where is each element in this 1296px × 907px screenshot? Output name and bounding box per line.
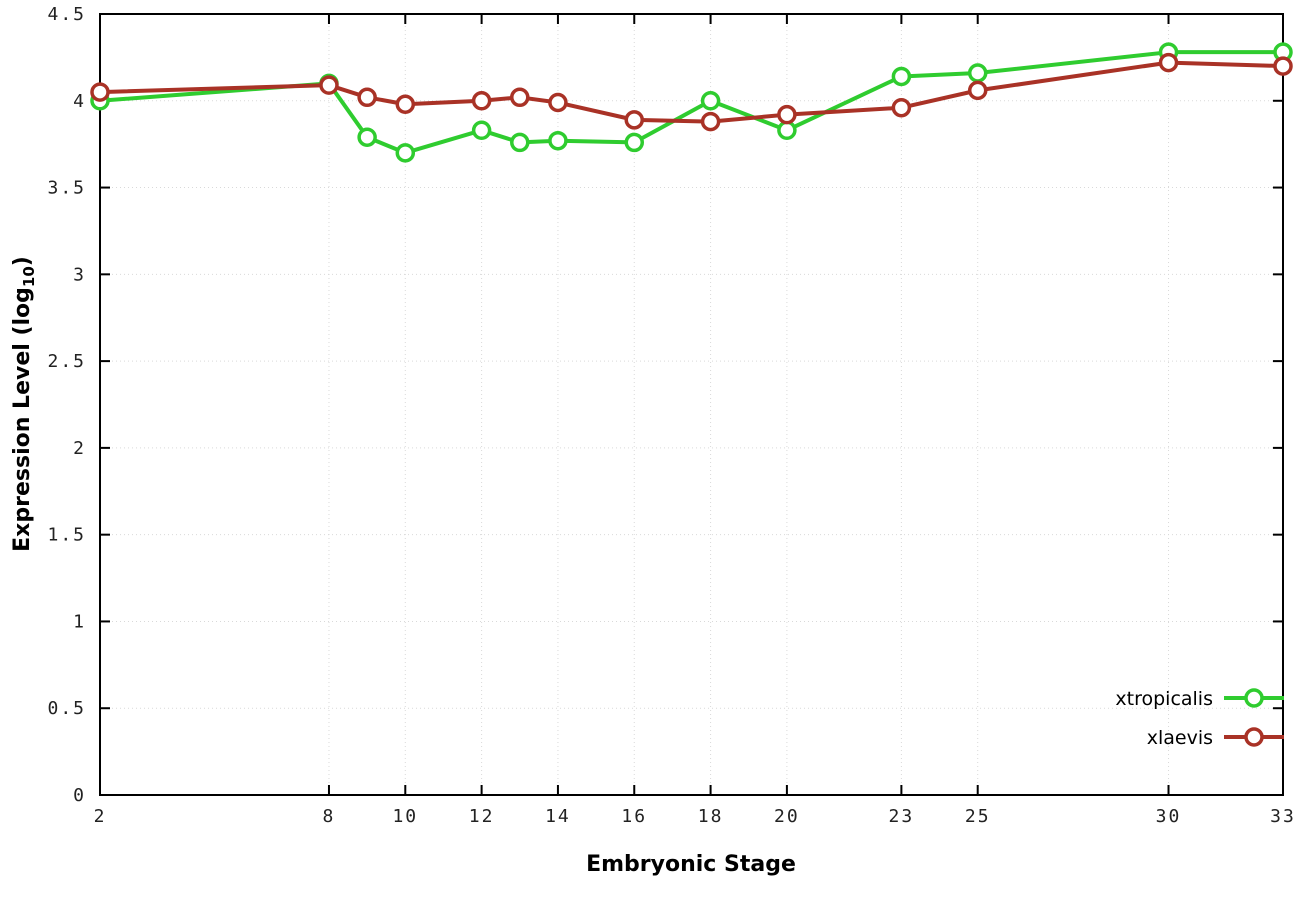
y-tick-label: 3 — [73, 264, 86, 285]
data-point-xlaevis — [967, 80, 988, 101]
plot-border — [99, 13, 1284, 796]
x-tick-label: 33 — [1270, 806, 1296, 827]
series-line-xtropicalis — [98, 50, 1285, 155]
x-tick-label: 30 — [1156, 806, 1182, 827]
x-axis-title: Embryonic Stage — [586, 852, 796, 877]
data-point-xlaevis — [891, 97, 912, 118]
x-tick-label: 10 — [392, 806, 418, 827]
y-tick-label: 4.5 — [47, 4, 86, 25]
data-point-xlaevis — [777, 104, 797, 125]
data-point-xtropicalis — [510, 132, 530, 153]
data-point-xlaevis — [510, 87, 530, 108]
x-tick-label: 14 — [545, 806, 571, 827]
y-axis-title: Expression Level (log10) — [10, 256, 38, 552]
data-point-xtropicalis — [548, 130, 568, 151]
data-point-xtropicalis — [891, 66, 912, 87]
legend-label-xtropicalis: xtropicalis — [1115, 688, 1213, 710]
y-tick-label: 2.5 — [47, 351, 86, 372]
data-point-xlaevis — [90, 82, 110, 102]
data-point-xtropicalis — [395, 143, 416, 163]
legend-label-xlaevis: xlaevis — [1147, 727, 1213, 749]
data-point-xtropicalis — [471, 120, 492, 141]
legend-sample-marker-xlaevis — [1244, 727, 1264, 747]
data-point-xlaevis — [319, 75, 339, 95]
x-tick-label: 23 — [889, 806, 915, 827]
y-tick-label: 4 — [73, 91, 86, 112]
data-point-xlaevis — [471, 91, 492, 111]
y-axis-title-suffix: ) — [9, 256, 35, 267]
data-point-xtropicalis — [967, 63, 988, 83]
data-point-xtropicalis — [357, 127, 377, 147]
y-tick-label: 0.5 — [47, 698, 86, 719]
data-point-xlaevis — [1273, 56, 1293, 76]
y-tick-label: 3.5 — [47, 178, 86, 199]
x-tick-label: 18 — [698, 806, 724, 827]
legend-sample-marker-xtropicalis — [1244, 688, 1264, 708]
data-point-xtropicalis — [777, 120, 797, 141]
x-tick-label: 16 — [621, 806, 647, 827]
x-tick-label: 25 — [965, 806, 991, 827]
x-tick-label: 2 — [94, 806, 107, 827]
data-point-xtropicalis — [700, 91, 721, 111]
x-tick-label: 20 — [774, 806, 800, 827]
data-point-xlaevis — [1158, 52, 1179, 73]
data-point-xlaevis — [395, 94, 416, 114]
y-tick-label: 1.5 — [47, 525, 86, 546]
data-point-xlaevis — [624, 110, 645, 130]
y-axis-title-subscript: 10 — [20, 266, 39, 288]
data-point-xtropicalis — [624, 132, 645, 153]
x-axis-title-text: Embryonic Stage — [586, 852, 796, 877]
y-tick-label: 0 — [73, 785, 86, 806]
data-point-xlaevis — [548, 92, 568, 113]
y-tick-label: 1 — [73, 611, 86, 632]
x-tick-label: 12 — [469, 806, 495, 827]
y-axis-title-prefix: Expression Level (log — [9, 287, 35, 552]
data-point-xlaevis — [700, 111, 721, 132]
x-tick-label: 8 — [323, 806, 336, 827]
y-tick-label: 2 — [73, 438, 86, 459]
data-point-xlaevis — [357, 87, 377, 108]
